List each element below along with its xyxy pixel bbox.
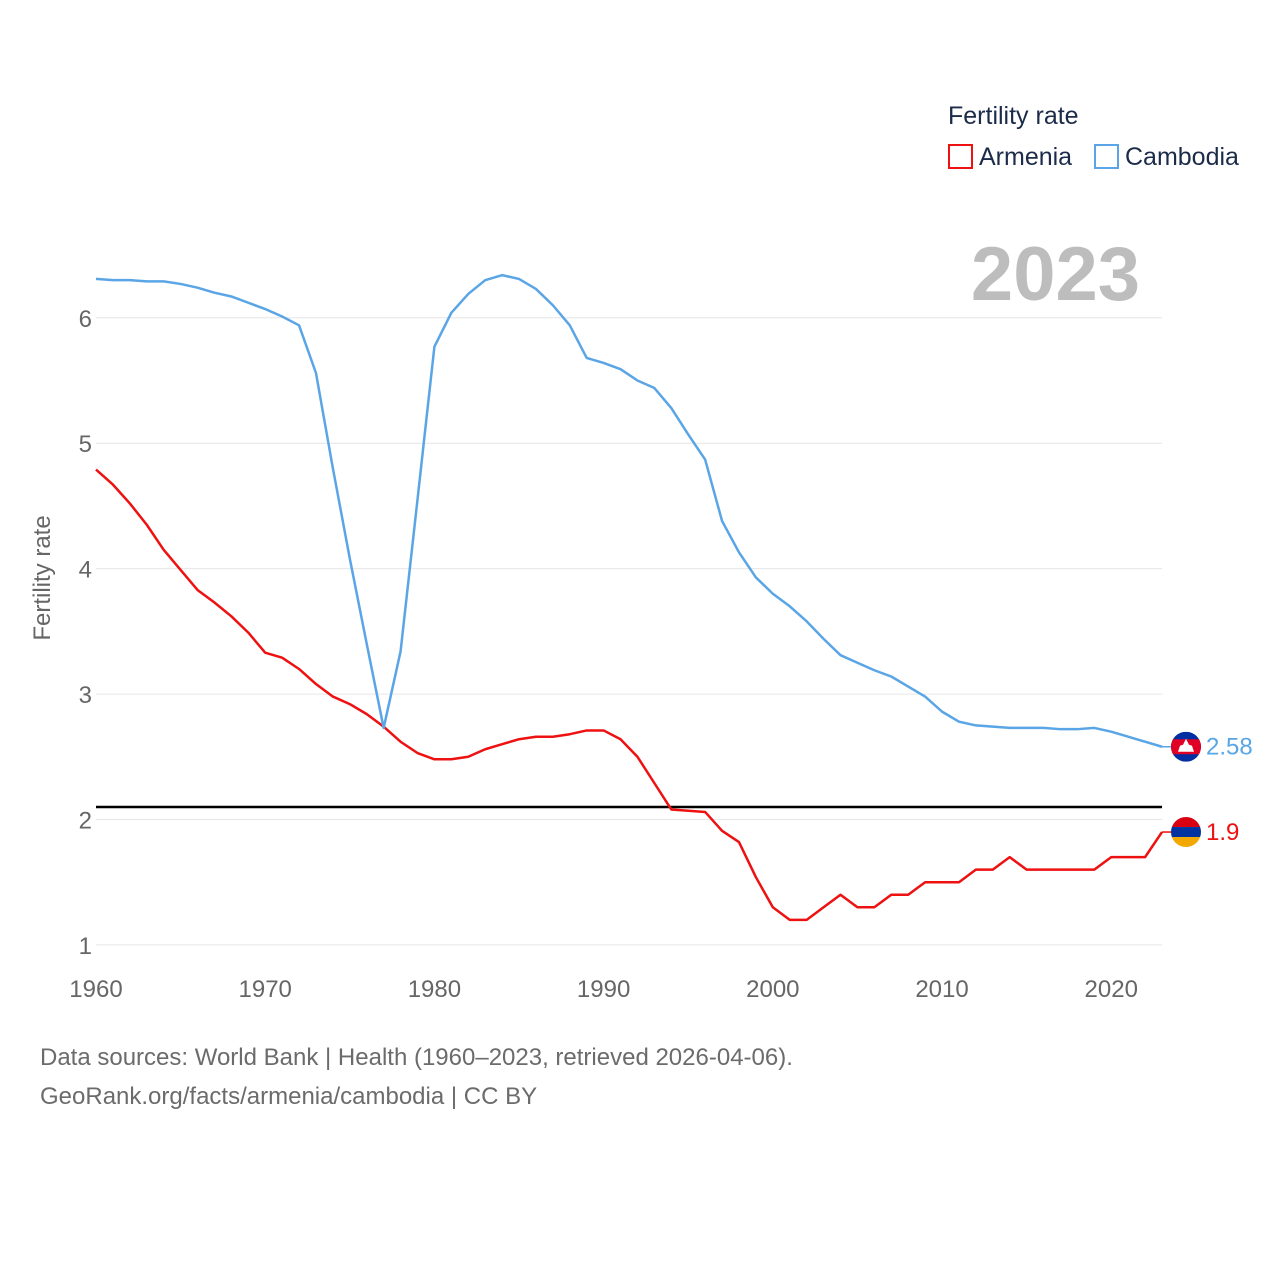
y-tick-label: 5 [79,431,92,458]
x-axis-ticks: 1960 1970 1980 1990 2000 2010 2020 [69,976,1138,1003]
legend-label-armenia: Armenia [979,143,1072,171]
x-tick-label: 1980 [408,976,461,1003]
armenia-flag-icon [1171,817,1201,848]
y-axis-ticks: 1 2 3 4 5 6 [79,306,92,960]
fertility-rate-chart: 1 2 3 4 5 6 1960 1970 1980 1990 2000 2010 2020 Fert… [29,102,1253,1003]
legend-item-cambodia[interactable]: Cambodia [1094,143,1239,171]
cambodia-flag-icon [1171,731,1201,762]
current-year-label: 2023 [971,232,1140,317]
series-end-markers: 1.9 2.58 [1162,731,1253,848]
end-value-cambodia: 2.58 [1206,734,1253,761]
y-tick-label: 6 [79,306,92,333]
y-tick-label: 1 [79,933,92,960]
y-tick-label: 4 [79,557,92,584]
x-tick-label: 2010 [915,976,968,1003]
series-line-armenia [95,468,1164,922]
y-tick-label: 3 [79,682,92,709]
legend[interactable]: Fertility rate Armenia Cambodia [948,102,1239,171]
end-value-armenia: 1.9 [1206,819,1239,846]
x-tick-label: 2020 [1085,976,1138,1003]
legend-swatch-cambodia [1094,144,1119,169]
x-tick-label: 1960 [69,976,122,1003]
gridlines [96,317,1162,946]
legend-swatch-armenia [948,144,973,169]
series-lines [95,273,1164,922]
legend-title: Fertility rate [948,102,1079,130]
footer-sources: Data sources: World Bank | Health (1960–… [40,1044,793,1071]
series-line-cambodia [95,273,1163,748]
x-tick-label: 2000 [746,976,799,1003]
y-axis-label: Fertility rate [29,515,56,640]
legend-label-cambodia: Cambodia [1125,143,1239,171]
footer-credit: GeoRank.org/facts/armenia/cambodia | CC … [40,1083,538,1110]
x-tick-label: 1990 [577,976,630,1003]
y-tick-label: 2 [79,807,92,834]
x-tick-label: 1970 [239,976,292,1003]
legend-item-armenia[interactable]: Armenia [948,143,1072,171]
